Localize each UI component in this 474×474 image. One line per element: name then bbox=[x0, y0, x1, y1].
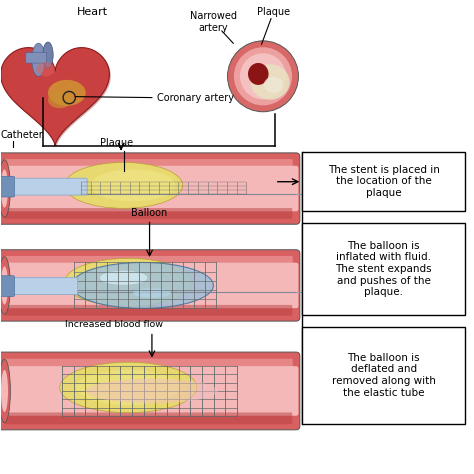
Ellipse shape bbox=[264, 77, 283, 93]
FancyBboxPatch shape bbox=[4, 256, 293, 273]
FancyBboxPatch shape bbox=[0, 278, 78, 294]
Ellipse shape bbox=[251, 64, 290, 100]
Ellipse shape bbox=[0, 160, 10, 217]
Ellipse shape bbox=[64, 163, 182, 209]
Ellipse shape bbox=[91, 169, 175, 201]
Ellipse shape bbox=[60, 362, 197, 413]
FancyBboxPatch shape bbox=[0, 366, 299, 416]
FancyBboxPatch shape bbox=[4, 208, 292, 219]
Text: Heart: Heart bbox=[77, 7, 109, 17]
Ellipse shape bbox=[100, 271, 147, 285]
Text: Increased blood flow: Increased blood flow bbox=[65, 320, 163, 329]
Text: Narrowed
artery: Narrowed artery bbox=[190, 11, 237, 33]
Ellipse shape bbox=[32, 43, 45, 76]
Text: Catheter: Catheter bbox=[0, 130, 44, 140]
Circle shape bbox=[234, 47, 292, 105]
Ellipse shape bbox=[1, 370, 8, 412]
Ellipse shape bbox=[0, 257, 10, 314]
Ellipse shape bbox=[248, 63, 269, 85]
Text: The stent is placed in
the location of the
plaque: The stent is placed in the location of t… bbox=[328, 165, 440, 198]
FancyBboxPatch shape bbox=[302, 327, 465, 424]
Text: Plaque: Plaque bbox=[100, 138, 133, 148]
Ellipse shape bbox=[72, 263, 213, 309]
Ellipse shape bbox=[36, 62, 55, 76]
FancyBboxPatch shape bbox=[0, 176, 14, 197]
FancyBboxPatch shape bbox=[0, 352, 300, 430]
FancyBboxPatch shape bbox=[4, 359, 293, 377]
Polygon shape bbox=[2, 49, 111, 147]
FancyBboxPatch shape bbox=[302, 152, 465, 211]
FancyBboxPatch shape bbox=[0, 166, 299, 211]
Ellipse shape bbox=[48, 80, 86, 106]
Text: Plaque: Plaque bbox=[257, 7, 291, 17]
Ellipse shape bbox=[43, 42, 53, 68]
Text: The balloon is
inflated with fluid.
The stent expands
and pushes of the
plaque.: The balloon is inflated with fluid. The … bbox=[336, 241, 432, 297]
Text: Coronary artery: Coronary artery bbox=[156, 92, 234, 102]
Text: Balloon: Balloon bbox=[131, 208, 168, 218]
Text: The balloon is
deflated and
removed along with
the elastic tube: The balloon is deflated and removed alon… bbox=[332, 353, 436, 398]
Ellipse shape bbox=[76, 370, 180, 405]
Ellipse shape bbox=[1, 266, 8, 305]
Ellipse shape bbox=[64, 258, 192, 306]
FancyBboxPatch shape bbox=[26, 53, 46, 63]
FancyBboxPatch shape bbox=[0, 178, 87, 195]
FancyBboxPatch shape bbox=[0, 276, 14, 296]
FancyBboxPatch shape bbox=[0, 263, 299, 308]
Circle shape bbox=[240, 53, 286, 100]
Ellipse shape bbox=[133, 288, 171, 298]
FancyBboxPatch shape bbox=[4, 159, 293, 176]
Circle shape bbox=[228, 41, 299, 112]
FancyBboxPatch shape bbox=[4, 412, 292, 424]
FancyBboxPatch shape bbox=[4, 305, 292, 316]
Ellipse shape bbox=[86, 379, 218, 403]
Ellipse shape bbox=[1, 169, 8, 208]
FancyBboxPatch shape bbox=[0, 153, 300, 224]
FancyBboxPatch shape bbox=[302, 223, 465, 315]
Polygon shape bbox=[0, 47, 109, 146]
Ellipse shape bbox=[86, 264, 180, 300]
FancyBboxPatch shape bbox=[0, 250, 300, 321]
Ellipse shape bbox=[48, 91, 72, 108]
Ellipse shape bbox=[0, 359, 10, 422]
